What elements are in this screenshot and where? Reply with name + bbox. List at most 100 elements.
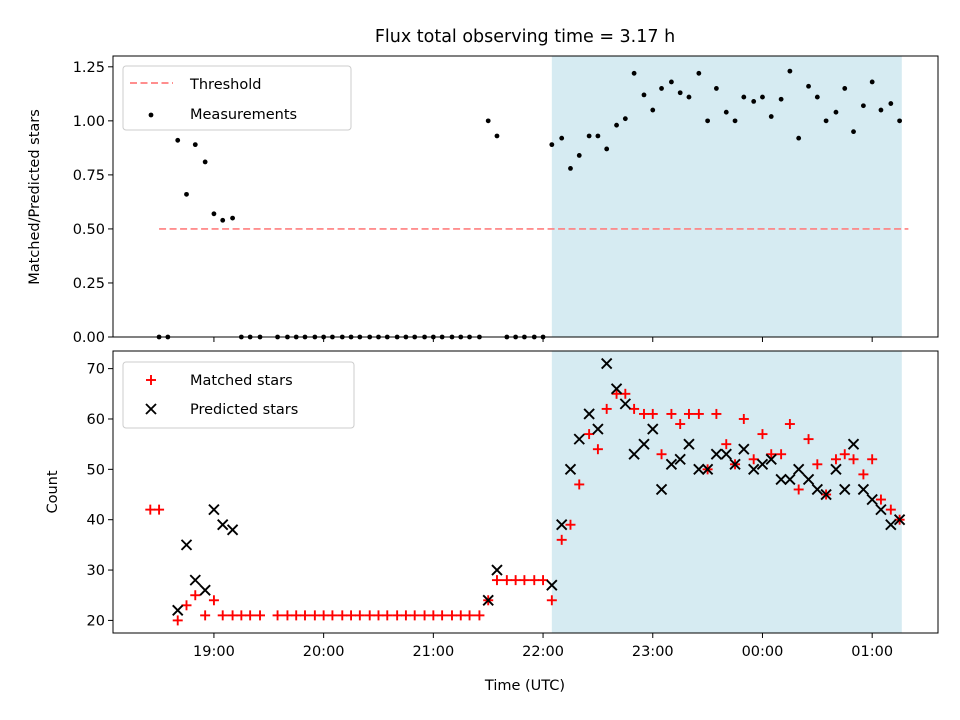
measurement-point (211, 211, 217, 217)
x-mark-b (893, 514, 906, 526)
x-mark-b (683, 438, 695, 450)
matched-star-point (675, 419, 686, 430)
x-mark-b (720, 448, 732, 460)
top-y-ticks: 0.00 0.25 0.50 0.75 1.00 1.25 (73, 60, 113, 346)
matched-star-point (656, 449, 667, 460)
x-mark-b (610, 383, 623, 395)
predicted-star-point (546, 579, 558, 591)
matched-star-point (400, 610, 411, 621)
matched-star-point (757, 429, 768, 440)
x-mark-b (638, 438, 650, 450)
matched-star-point (638, 408, 649, 419)
x-tick-label: 23:00 (632, 644, 674, 660)
matched-star-point (464, 610, 475, 621)
x-mark-b (811, 483, 823, 496)
matched-star-point (346, 610, 357, 621)
matched-star-point (711, 408, 722, 419)
legend-matched-marker (146, 375, 156, 385)
measurement-point (713, 86, 719, 91)
x-mark-b (628, 448, 640, 460)
predicted-star-point (638, 438, 650, 450)
measurement-point (595, 133, 601, 139)
matched-star-point (556, 534, 567, 545)
measurement-point (732, 118, 738, 124)
x-tick-label: 22:00 (522, 644, 564, 660)
predicted-star-point (619, 398, 632, 410)
x-mark-b (765, 453, 777, 465)
matched-star-point (803, 434, 814, 445)
measurement-point (696, 70, 702, 76)
bottom-panel: 20 30 40 50 60 70 19:00 20:00 21:00 22:00 23:00 00… (45, 350, 939, 694)
legend-predicted-label: Predicted stars (190, 402, 298, 418)
measurement-point (778, 96, 784, 102)
predicted-star-point (693, 463, 705, 476)
x-tick-label: 20:00 (303, 644, 345, 660)
matched-star-point (885, 504, 896, 515)
predicted-star-point (226, 524, 239, 536)
measurement-point (230, 215, 235, 221)
matched-star-point (373, 610, 384, 621)
predicted-star-point (720, 448, 732, 460)
x-mark-b (866, 493, 878, 506)
matched-star-point (647, 408, 658, 419)
measurement-point (494, 133, 500, 139)
measurement-point (559, 135, 565, 141)
x-mark-b (172, 604, 184, 617)
x-mark-b (573, 433, 585, 445)
predicted-star-point (189, 574, 201, 586)
predicted-star-point (583, 408, 595, 420)
x-mark-b (857, 483, 870, 496)
measurement-point (202, 159, 208, 165)
matched-star-point (291, 610, 302, 621)
x-mark-b (619, 398, 632, 410)
matched-star-point (272, 610, 283, 621)
predicted-star-point (647, 423, 659, 435)
top-x-ticks (213, 337, 873, 342)
matched-star-point (529, 575, 540, 586)
measurement-point (677, 90, 683, 96)
measurement-point (686, 94, 692, 100)
chart-title: Flux total observing time = 3.17 h (375, 27, 675, 47)
matched-star-point (867, 454, 878, 465)
matched-star-point (620, 388, 631, 399)
x-mark-b (729, 458, 741, 470)
x-axis-label: Time (UTC) (484, 678, 565, 694)
matched-star-point (382, 610, 393, 621)
predicted-star-point (885, 519, 897, 531)
predicted-star-point (665, 458, 678, 470)
predicted-star-point (199, 584, 211, 596)
matched-star-point (693, 408, 704, 419)
y-tick-label: 60 (87, 412, 105, 428)
x-mark-b (847, 438, 860, 450)
matched-star-point (200, 610, 211, 621)
legend-measurements-swatch (148, 112, 154, 118)
matched-stars-points (145, 388, 905, 626)
matched-star-point (428, 610, 439, 621)
measurement-point (814, 94, 820, 100)
matched-star-point (327, 610, 338, 621)
matched-star-point (172, 615, 183, 626)
predicted-star-point (738, 443, 750, 455)
x-mark-b (189, 574, 201, 586)
y-tick-label: 50 (87, 462, 105, 478)
measurement-point (723, 109, 729, 115)
x-mark-b (655, 483, 668, 496)
measurement-point (842, 86, 848, 91)
x-mark-b (674, 453, 686, 465)
measurement-point (650, 107, 656, 113)
x-mark-b (775, 473, 787, 486)
x-mark-b (748, 463, 760, 476)
predicted-star-point (217, 519, 229, 531)
matched-star-point (437, 610, 448, 621)
measurement-point (641, 92, 647, 98)
predicted-star-point (775, 473, 787, 486)
matched-star-point (776, 449, 787, 460)
x-mark-b (693, 463, 705, 476)
x-mark-b (601, 357, 613, 370)
predicted-star-point (857, 483, 870, 496)
matched-star-point (601, 403, 612, 414)
measurement-point (878, 107, 884, 113)
matched-star-point (181, 600, 192, 611)
x-mark-b (180, 539, 193, 551)
y-tick-label: 0.00 (73, 330, 105, 346)
